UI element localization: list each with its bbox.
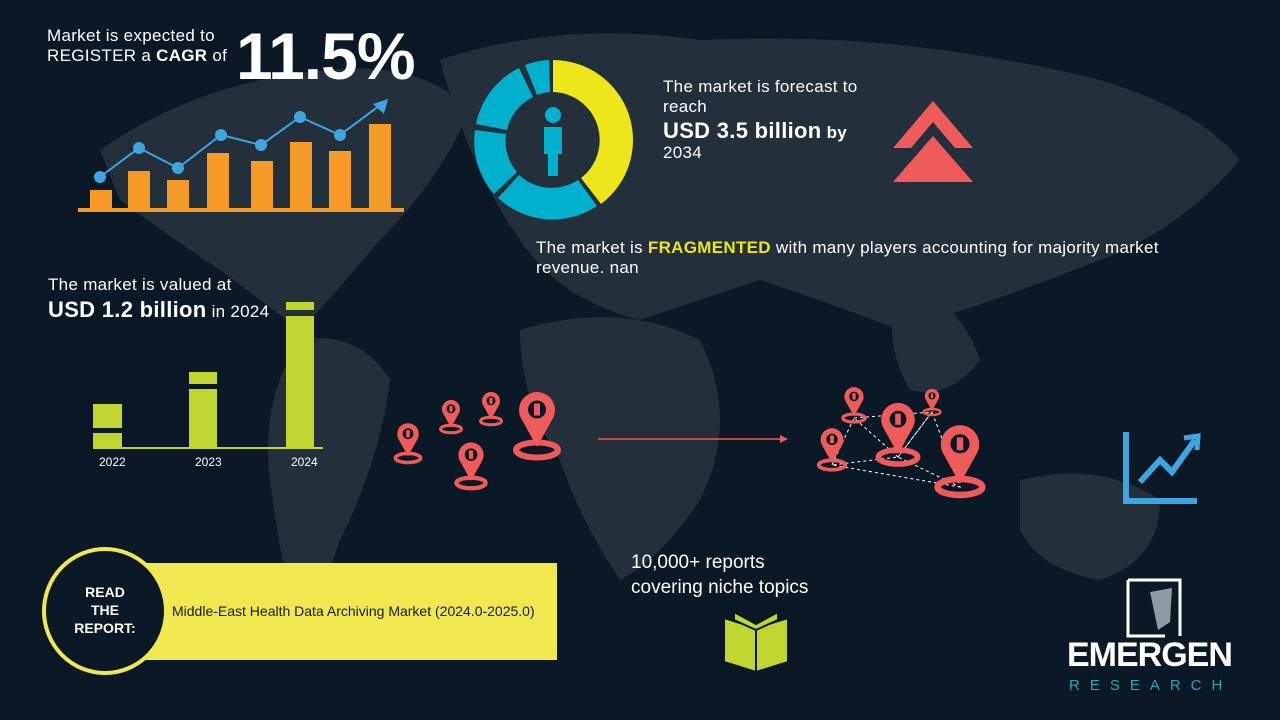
growth-bar <box>207 153 229 210</box>
value-bar-2023 <box>189 389 217 448</box>
growth-bar <box>90 190 112 210</box>
reports-text: 10,000+ reports covering niche topics <box>631 550 808 600</box>
tick-2023: 2023 <box>195 455 222 469</box>
valued-text: The market is valued at USD 1.2 billion … <box>48 275 269 322</box>
cagr-value: 11.5% <box>236 19 415 93</box>
fragmented-text: The market is FRAGMENTED with many playe… <box>536 238 1216 278</box>
fragmented-post: with many players accounting for majorit… <box>536 238 1159 277</box>
valued-value: USD 1.2 billion <box>48 297 207 322</box>
fragmented-highlight: FRAGMENTED <box>647 238 771 257</box>
location-pin-icon <box>816 426 848 472</box>
donut-segment-yellow <box>553 60 633 204</box>
reports-line1: 10,000+ reports <box>631 552 765 573</box>
growth-bar <box>329 151 351 210</box>
valued-suffix: in 2024 <box>211 302 270 321</box>
cagr-line2: REGISTER a CAGR of <box>47 46 227 66</box>
growth-baseline <box>78 208 404 212</box>
forecast-by: by <box>826 123 848 142</box>
report-title-link[interactable]: Middle-East Health Data Archiving Market… <box>172 603 535 619</box>
donut-segment-cyan <box>476 68 533 130</box>
logo-name: EMERGEN <box>1067 636 1233 674</box>
read-label-line: READ <box>85 584 125 600</box>
value-bar-2022 <box>93 433 122 448</box>
location-pin-icon <box>439 398 463 435</box>
growth-point <box>215 129 227 141</box>
value-bar-2023 <box>189 372 217 384</box>
growth-line <box>99 102 384 178</box>
location-pins-right <box>816 385 983 495</box>
cagr-line2-post: of <box>212 46 228 65</box>
forecast-value: USD 3.5 billion <box>663 118 822 143</box>
arrow-head-icon <box>373 99 388 114</box>
growth-point <box>133 142 145 154</box>
donut-segment-cyan <box>498 175 597 220</box>
cagr-text: Market is expected to REGISTER a CAGR of <box>47 26 227 66</box>
donut-chart <box>474 60 633 220</box>
valued-line1: The market is valued at <box>48 275 232 294</box>
trend-up-icon <box>1123 432 1201 504</box>
cagr-line2-pre: REGISTER a <box>47 46 152 65</box>
growth-bar <box>167 180 189 210</box>
tick-2022: 2022 <box>99 455 126 469</box>
growth-bar <box>290 142 312 210</box>
network-lines <box>831 410 961 488</box>
person-icon <box>544 107 562 176</box>
location-pin-icon <box>456 442 485 488</box>
location-pin-icon <box>393 421 423 465</box>
donut-segment-cyan <box>525 60 550 95</box>
read-label-line: THE <box>91 602 119 618</box>
forecast-text: The market is forecast to reach USD 3.5 … <box>663 77 923 163</box>
fragmented-pre: The market is <box>536 238 643 257</box>
read-report-label: READ THE REPORT: <box>60 583 150 637</box>
growth-point <box>94 171 106 183</box>
donut-segment-cyan <box>474 130 517 194</box>
growth-point <box>334 129 346 141</box>
location-pins-left <box>393 390 558 488</box>
growth-point <box>294 111 306 123</box>
forecast-line1: The market is forecast to <box>663 77 858 96</box>
location-pin-icon <box>938 425 983 495</box>
growth-bar <box>251 161 273 210</box>
value-bar-2024 <box>286 316 314 448</box>
reports-line2: covering niche topics <box>631 577 809 598</box>
read-report-banner[interactable] <box>42 547 557 675</box>
growth-bar <box>369 124 391 210</box>
growth-bar <box>128 171 150 210</box>
growth-point <box>255 139 267 151</box>
location-pin-icon <box>878 403 917 464</box>
tick-2024: 2024 <box>291 455 318 469</box>
forecast-line2: reach <box>663 97 708 116</box>
double-chevron-up-icon <box>893 101 973 182</box>
market-value-chart <box>93 302 323 449</box>
value-bar-2024 <box>286 302 314 310</box>
cagr-line1: Market is expected to <box>47 26 215 45</box>
emergen-logo-mark <box>1126 578 1182 638</box>
cagr-label: CAGR <box>156 46 208 65</box>
cagr-growth-chart <box>78 99 404 212</box>
connection-arrow <box>598 435 788 443</box>
book-icon <box>723 610 789 674</box>
location-pin-icon <box>922 387 942 417</box>
value-baseline <box>93 447 323 449</box>
logo-sub: RESEARCH <box>1069 677 1233 694</box>
value-bar-2022 <box>93 404 122 428</box>
location-pin-icon <box>479 390 503 427</box>
read-label-line: REPORT: <box>74 620 136 636</box>
location-pin-icon <box>841 385 867 424</box>
growth-point <box>172 162 184 174</box>
forecast-year: 2034 <box>663 143 703 162</box>
